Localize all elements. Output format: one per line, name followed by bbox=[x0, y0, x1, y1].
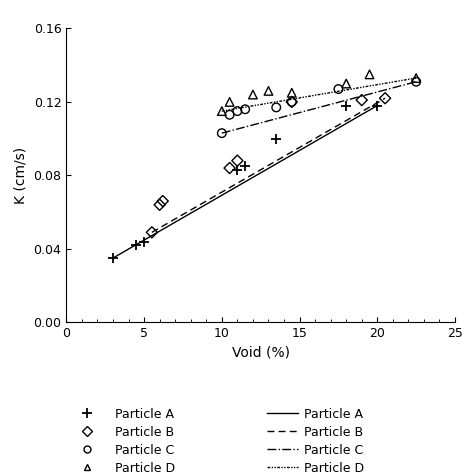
Point bbox=[288, 98, 296, 106]
Point bbox=[133, 241, 140, 249]
Point bbox=[264, 87, 272, 95]
Point bbox=[241, 163, 249, 170]
Point bbox=[148, 228, 155, 236]
Point bbox=[273, 135, 280, 142]
Point bbox=[381, 94, 389, 102]
Point bbox=[374, 102, 381, 109]
Point bbox=[412, 78, 420, 85]
Legend: Particle A, Particle B, Particle C, Particle D: Particle A, Particle B, Particle C, Part… bbox=[267, 408, 365, 474]
Point bbox=[342, 80, 350, 87]
Point bbox=[335, 85, 342, 93]
Point bbox=[234, 107, 241, 115]
Point bbox=[288, 98, 296, 106]
Point bbox=[218, 107, 226, 115]
Point bbox=[412, 74, 420, 82]
Point bbox=[273, 104, 280, 111]
Point bbox=[241, 105, 249, 113]
Point bbox=[156, 201, 164, 209]
Y-axis label: K (cm/s): K (cm/s) bbox=[14, 147, 28, 204]
Point bbox=[159, 197, 166, 205]
Point bbox=[366, 71, 374, 78]
Point bbox=[234, 157, 241, 164]
X-axis label: Void (%): Void (%) bbox=[232, 346, 290, 360]
Point bbox=[234, 166, 241, 173]
Point bbox=[226, 164, 233, 172]
Point bbox=[226, 98, 233, 106]
Point bbox=[342, 102, 350, 109]
Point bbox=[140, 238, 148, 246]
Point bbox=[109, 254, 117, 262]
Point bbox=[358, 96, 365, 104]
Point bbox=[288, 89, 296, 97]
Point bbox=[226, 111, 233, 118]
Point bbox=[249, 91, 257, 99]
Point bbox=[218, 129, 226, 137]
